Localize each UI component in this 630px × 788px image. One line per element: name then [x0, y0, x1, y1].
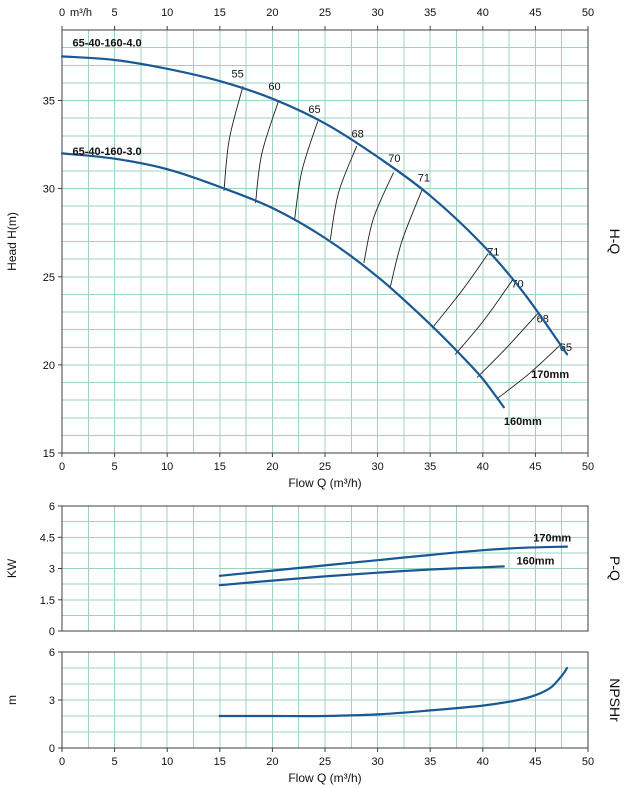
hq-top-tick-label: 25	[319, 7, 331, 19]
power-170mm-end-label: 170mm	[533, 532, 571, 544]
npshr-x-tick-label: 25	[319, 756, 331, 768]
npshr-right-axis-title: NPSHr	[607, 678, 623, 722]
hq-top-tick-label: 10	[161, 7, 173, 19]
head-170mm-end-label: 170mm	[531, 369, 569, 381]
hq-top-tick-label: 5	[112, 7, 118, 19]
hq-top-tick-label: 0	[59, 7, 65, 19]
hq-x-tick-label: 15	[214, 461, 226, 473]
hq-efficiency-label-68: 68	[351, 129, 363, 141]
hq-x-axis-title: Flow Q (m³/h)	[288, 476, 361, 490]
hq-top-tick-label: 50	[582, 7, 594, 19]
hq-efficiency-label-60: 60	[268, 81, 280, 93]
hq-x-tick-label: 25	[319, 461, 331, 473]
npshr-x-tick-label: 50	[582, 756, 594, 768]
hq-top-tick-label: 45	[529, 7, 541, 19]
hq-x-tick-label: 40	[477, 461, 489, 473]
npshr-x-tick-label: 30	[371, 756, 383, 768]
hq-y-tick-label: 25	[43, 272, 55, 284]
power-170mm-curve	[218, 545, 569, 577]
head-160mm-curve-label: 65-40-160-3.0	[73, 146, 142, 158]
hq-efficiency-line-71	[431, 253, 489, 329]
npshr-x-tick-label: 10	[161, 756, 173, 768]
hq-right-axis-title: H-Q	[607, 229, 623, 255]
hq-efficiency-label-65: 65	[308, 104, 320, 116]
hq-efficiency-line-65	[294, 121, 319, 221]
npshr-x-tick-label: 40	[477, 756, 489, 768]
hq-efficiency-label-65: 65	[560, 342, 572, 354]
pq-y-tick-label: 1.5	[40, 595, 55, 607]
npshr-x-tick-label: 15	[214, 756, 226, 768]
hq-efficiency-line-70	[363, 172, 394, 264]
hq-y-tick-label: 30	[43, 184, 55, 196]
hq-top-tick-label: 30	[371, 7, 383, 19]
pq-y-tick-label: 6	[49, 501, 55, 513]
hq-x-tick-label: 10	[161, 461, 173, 473]
hq-efficiency-line-65	[497, 343, 563, 399]
head-170mm-curve-label: 65-40-160-4.0	[73, 38, 142, 50]
hq-efficiency-line-70	[454, 279, 513, 355]
hq-x-tick-label: 50	[582, 461, 594, 473]
hq-efficiency-line-71	[389, 189, 423, 288]
hq-top-axis-unit-label: m³/h	[70, 7, 92, 19]
hq-efficiency-label-71: 71	[487, 247, 499, 259]
hq-top-tick-label: 20	[266, 7, 278, 19]
hq-x-tick-label: 45	[529, 461, 541, 473]
hq-top-tick-label: 15	[214, 7, 226, 19]
npshr-x-tick-label: 35	[424, 756, 436, 768]
pq-y-tick-label: 3	[49, 564, 55, 576]
hq-y-tick-label: 20	[43, 360, 55, 372]
npshr-x-tick-label: 0	[59, 756, 65, 768]
pq-y-axis-title: KW	[5, 558, 19, 578]
pq-y-tick-label: 0	[49, 626, 55, 638]
power-160mm-curve	[218, 565, 505, 587]
head-170mm-curve	[60, 55, 569, 356]
head-160mm-end-label: 160mm	[504, 416, 542, 428]
hq-top-tick-label: 40	[477, 7, 489, 19]
hq-efficiency-line-68	[329, 145, 358, 241]
hq-efficiency-line-60	[255, 100, 280, 204]
hq-y-tick-label: 35	[43, 96, 55, 108]
hq-x-tick-label: 30	[371, 461, 383, 473]
hq-efficiency-line-55	[223, 85, 244, 191]
hq-efficiency-line-68	[477, 313, 538, 378]
power-160mm-end-label: 160mm	[516, 555, 554, 567]
hq-x-tick-label: 20	[266, 461, 278, 473]
hq-top-tick-label: 35	[424, 7, 436, 19]
npshr-y-tick-label: 3	[49, 695, 55, 707]
npshr-curve-curve	[218, 666, 569, 718]
npshr-x-tick-label: 5	[112, 756, 118, 768]
npshr-x-tick-label: 45	[529, 756, 541, 768]
head-160mm-curve	[60, 152, 505, 409]
hq-efficiency-label-70: 70	[388, 153, 400, 165]
npshr-x-tick-label: 20	[266, 756, 278, 768]
hq-x-tick-label: 0	[59, 461, 65, 473]
npshr-y-axis-title: m	[5, 695, 19, 705]
npshr-y-tick-label: 6	[49, 647, 55, 659]
hq-efficiency-label-71: 71	[418, 173, 430, 185]
npshr-y-tick-label: 0	[49, 743, 55, 755]
hq-efficiency-label-55: 55	[232, 69, 244, 81]
npshr-x-axis-title: Flow Q (m³/h)	[288, 771, 361, 785]
hq-y-axis-title: Head H(m)	[5, 212, 19, 271]
hq-x-tick-label: 5	[112, 461, 118, 473]
hq-y-tick-label: 15	[43, 448, 55, 460]
hq-x-tick-label: 35	[424, 461, 436, 473]
pq-right-axis-title: P-Q	[607, 556, 623, 581]
pq-y-tick-label: 4.5	[40, 532, 55, 544]
